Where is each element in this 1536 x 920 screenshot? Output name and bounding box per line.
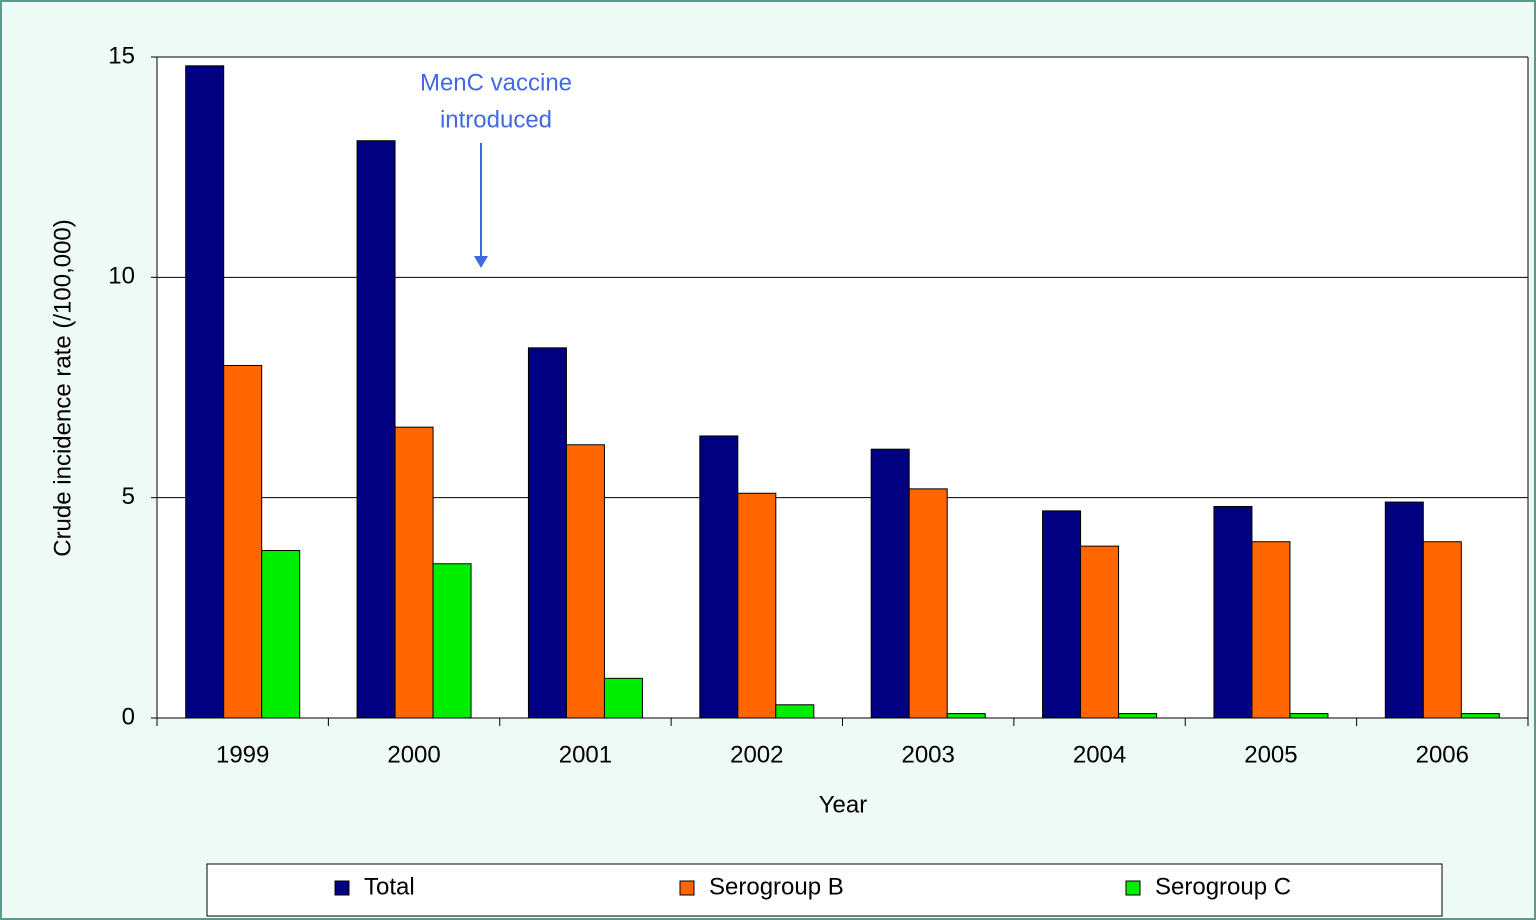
bar xyxy=(261,550,301,719)
bar xyxy=(394,426,434,719)
bar xyxy=(775,704,815,719)
bar xyxy=(356,140,396,719)
legend-swatch xyxy=(679,880,695,896)
bar xyxy=(1080,545,1120,719)
x-axis-label: Year xyxy=(819,791,868,818)
bar xyxy=(565,444,605,719)
bar xyxy=(1213,505,1253,719)
x-tick-label: 2005 xyxy=(1244,741,1297,768)
bar xyxy=(1251,541,1291,719)
bar xyxy=(432,563,472,719)
bar xyxy=(527,347,567,719)
annotation: introduced xyxy=(440,106,552,133)
y-tick-label: 15 xyxy=(108,42,135,69)
bar xyxy=(946,713,986,719)
bar xyxy=(1042,510,1082,719)
legend-label: Serogroup C xyxy=(1155,873,1291,900)
y-tick-label: 0 xyxy=(122,703,135,730)
bar xyxy=(908,488,948,719)
bar xyxy=(1118,713,1158,719)
legend-box xyxy=(206,863,1443,917)
x-tick-label: 2004 xyxy=(1073,741,1126,768)
x-tick-label: 2003 xyxy=(901,741,954,768)
bar xyxy=(223,364,263,719)
x-tick-label: 2000 xyxy=(387,741,440,768)
y-tick-label: 5 xyxy=(122,483,135,510)
y-tick-label: 10 xyxy=(108,263,135,290)
annotation-arrowhead xyxy=(474,256,488,268)
x-tick-label: 2006 xyxy=(1416,741,1469,768)
bar xyxy=(1460,713,1500,719)
x-tick-label: 1999 xyxy=(216,741,269,768)
x-tick-label: 2001 xyxy=(559,741,612,768)
bar xyxy=(870,448,910,719)
legend-swatch xyxy=(1125,880,1141,896)
annotation: MenC vaccine xyxy=(420,69,572,96)
y-axis-label: Crude incidence rate (/100,000) xyxy=(49,219,76,557)
bar xyxy=(1384,501,1424,719)
bar xyxy=(1289,713,1329,719)
bar xyxy=(699,435,739,719)
bar xyxy=(737,492,777,719)
legend-swatch xyxy=(334,880,350,896)
x-tick-label: 2002 xyxy=(730,741,783,768)
legend-label: Serogroup B xyxy=(709,873,844,900)
bar xyxy=(185,65,225,719)
bar xyxy=(1422,541,1462,719)
bar xyxy=(603,677,643,719)
legend-label: Total xyxy=(364,873,415,900)
